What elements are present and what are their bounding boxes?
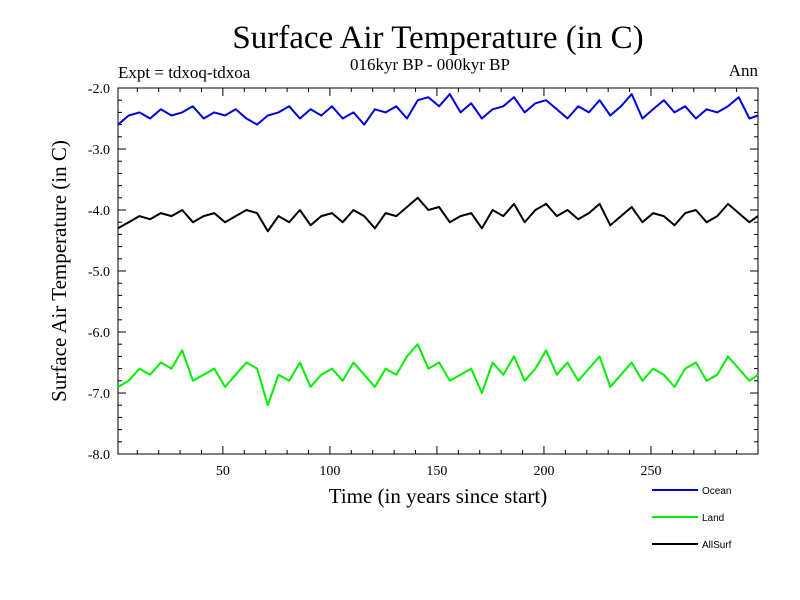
legend-label-allsurf: AllSurf bbox=[702, 540, 732, 551]
series-lines bbox=[117, 93, 759, 407]
legend-label-ocean: Ocean bbox=[702, 486, 731, 497]
plot-frame bbox=[117, 87, 759, 455]
y-tick-label: -6.0 bbox=[88, 326, 110, 341]
experiment-label: Expt = tdxoq-tdxoa bbox=[118, 63, 251, 82]
x-tick-label: 50 bbox=[216, 464, 230, 479]
y-axis-title: Surface Air Temperature (in C) bbox=[47, 140, 71, 402]
x-tick-label: 250 bbox=[640, 464, 661, 479]
y-tick-label: -5.0 bbox=[88, 265, 110, 280]
series-line-land bbox=[117, 343, 759, 407]
legend-label-land: Land bbox=[702, 513, 724, 524]
x-axis: 50 100 150 200 250 bbox=[136, 88, 738, 479]
x-tick-label: 100 bbox=[319, 464, 340, 479]
y-tick-label: -3.0 bbox=[88, 143, 110, 158]
x-tick-label: 200 bbox=[533, 464, 554, 479]
y-axis: -8.0 -7.0 -6.0 -5.0 -4.0 -3.0 -2.0 bbox=[88, 82, 758, 463]
legend: Ocean Land AllSurf bbox=[652, 486, 732, 551]
x-tick-label: 150 bbox=[426, 464, 447, 479]
chart-subtitle: 016kyr BP - 000kyr BP bbox=[350, 55, 510, 74]
x-axis-title: Time (in years since start) bbox=[329, 484, 548, 508]
series-line-ocean bbox=[117, 93, 759, 126]
y-tick-label: -8.0 bbox=[88, 448, 110, 463]
series-line-allsurf bbox=[117, 196, 759, 233]
chart-title: Surface Air Temperature (in C) bbox=[232, 20, 643, 56]
period-label: Ann bbox=[729, 61, 759, 80]
y-tick-label: -2.0 bbox=[88, 82, 110, 97]
y-tick-label: -7.0 bbox=[88, 387, 110, 402]
y-tick-label: -4.0 bbox=[88, 204, 110, 219]
